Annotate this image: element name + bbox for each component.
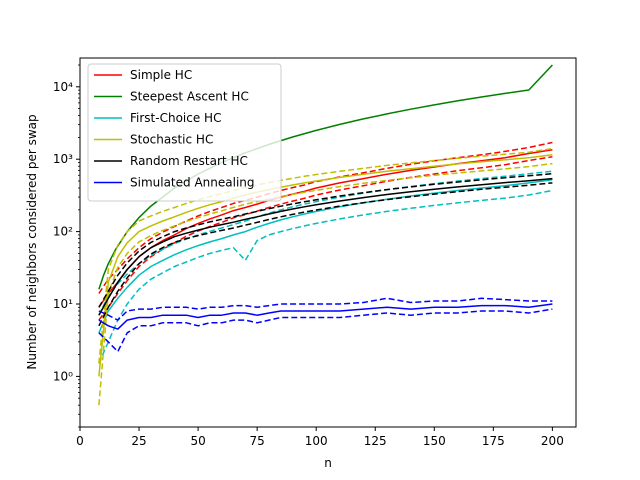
series-simulated-annealing-upper-band — [98, 297, 553, 321]
y-tick-label: 10² — [53, 225, 73, 239]
x-tick-label: 0 — [76, 434, 84, 448]
x-tick-label: 75 — [250, 434, 265, 448]
legend-label: Stochastic HC — [130, 133, 213, 147]
series-stochastic-hc-lower-band — [98, 162, 553, 406]
legend-label: Steepest Ascent HC — [130, 90, 249, 104]
series-first-choice-hc-lower-band — [98, 189, 553, 364]
y-axis-label: Number of neighbors considered per swap — [25, 114, 39, 369]
legend-label: Random Restart HC — [130, 154, 248, 168]
x-tick-label: 100 — [305, 434, 328, 448]
series-simulated-annealing-line — [98, 303, 553, 330]
y-tick-label: 10¹ — [53, 297, 73, 311]
series-random-restart-hc-lower-band — [98, 182, 553, 327]
x-axis: 0 25 50 75 100 125 150 175 200 — [76, 427, 564, 448]
x-tick-label: 150 — [423, 434, 446, 448]
legend-box — [87, 63, 282, 202]
legend-label: First-Choice HC — [130, 111, 221, 125]
x-tick-label: 50 — [190, 434, 205, 448]
series-simulated-annealing-lower-band — [98, 308, 553, 353]
y-tick-label: 10⁰ — [53, 369, 73, 383]
y-axis: 10⁰ 10¹ 10² 10³ 10⁴ — [53, 64, 80, 428]
x-tick-label: 25 — [131, 434, 146, 448]
y-tick-label: 10⁴ — [53, 80, 73, 94]
legend-label: Simple HC — [130, 68, 192, 82]
series-first-choice-hc-line — [98, 179, 553, 334]
series-random-restart-hc-line — [98, 177, 553, 316]
series-simple-hc-upper-band — [98, 141, 553, 294]
series-simple-hc-lower-band — [98, 156, 553, 321]
x-axis-label: n — [324, 456, 332, 470]
x-tick-label: 125 — [364, 434, 387, 448]
legend-label: Simulated Annealing — [130, 176, 255, 190]
x-tick-label: 200 — [541, 434, 564, 448]
x-tick-label: 175 — [482, 434, 505, 448]
y-tick-label: 10³ — [53, 152, 73, 166]
series-random-restart-hc-upper-band — [98, 172, 553, 308]
legend: Simple HC Steepest Ascent HC First-Choice … — [87, 63, 282, 202]
